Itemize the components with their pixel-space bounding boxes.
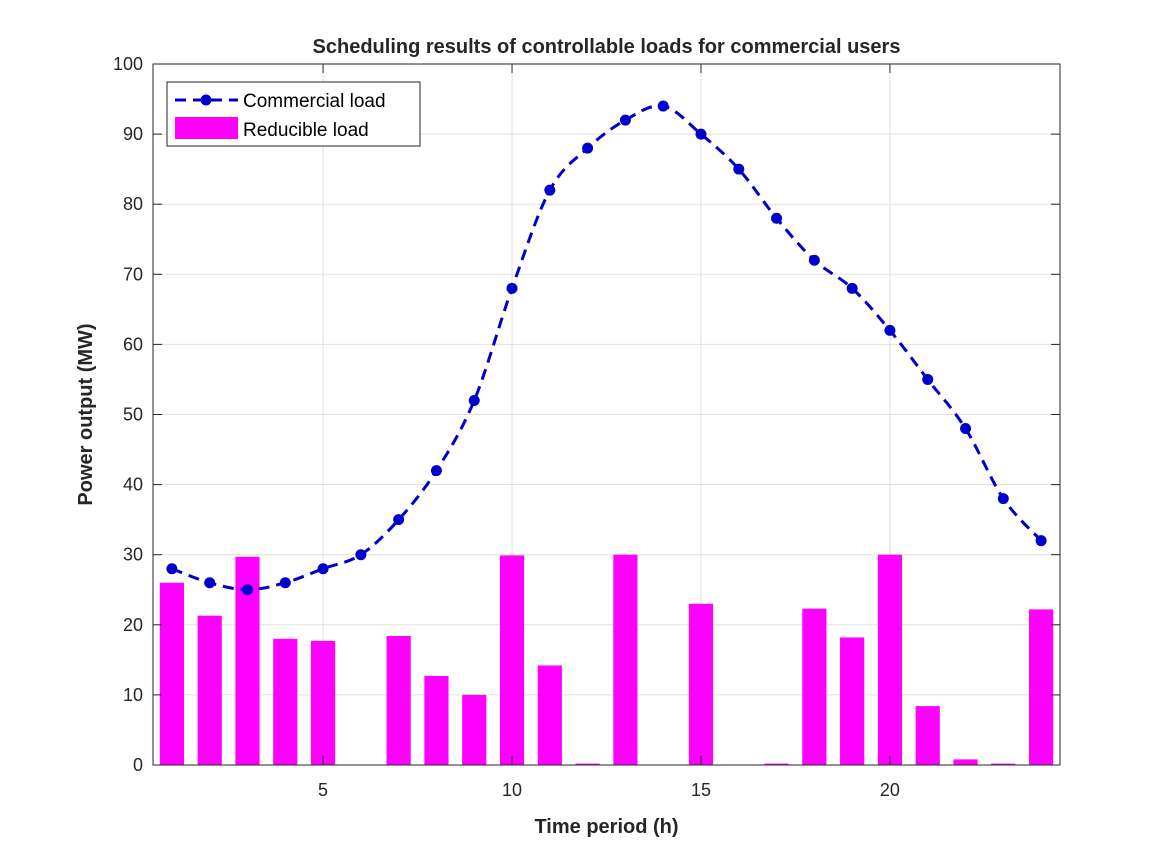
bar-reducible-load (953, 759, 978, 765)
bar-series-reducible-load (159, 554, 1054, 765)
marker-commercial-load (771, 212, 783, 224)
bar-reducible-load (877, 554, 903, 765)
marker-commercial-load (582, 142, 594, 154)
x-axis-tick-labels: 5 10 15 20 (318, 780, 900, 800)
chart-title: Scheduling results of controllable loads… (313, 36, 901, 58)
bar-reducible-load (613, 554, 638, 765)
marker-commercial-load (1035, 535, 1047, 547)
bar-reducible-load (1029, 609, 1054, 765)
legend-entry-commercial-load: Commercial load (243, 91, 386, 112)
bar-reducible-load (462, 694, 487, 765)
bar-reducible-load (537, 665, 562, 765)
marker-commercial-load (922, 373, 934, 385)
bar-reducible-load (764, 763, 789, 765)
marker-commercial-load (204, 577, 216, 589)
y-axis-tick-labels: 0 10 20 30 40 50 60 70 80 90 100 (113, 54, 143, 775)
marker-commercial-load (657, 100, 669, 112)
marker-commercial-load (884, 324, 896, 336)
x-tick-label: 15 (691, 780, 711, 800)
y-tick-label: 0 (133, 755, 143, 775)
bar-reducible-load (386, 636, 411, 765)
bar-reducible-load (499, 555, 525, 765)
y-tick-label: 40 (123, 475, 143, 495)
y-tick-label: 20 (123, 615, 143, 635)
marker-commercial-load (997, 493, 1009, 505)
marker-commercial-load (393, 514, 405, 526)
legend-bar-swatch (175, 117, 238, 139)
marker-commercial-load (355, 549, 367, 561)
bar-reducible-load (688, 603, 714, 765)
marker-commercial-load (733, 163, 745, 175)
y-tick-label: 80 (123, 194, 143, 214)
bar-reducible-load (575, 763, 600, 765)
bar-reducible-load (840, 637, 865, 765)
line-series-commercial-load (166, 100, 1047, 596)
marker-commercial-load (695, 128, 707, 140)
marker-commercial-load (619, 114, 631, 126)
bar-reducible-load (273, 638, 298, 765)
bar-reducible-load (424, 675, 449, 765)
marker-commercial-load (506, 282, 518, 294)
x-axis-label: Time period (h) (534, 816, 678, 838)
legend-marker-swatch (200, 94, 212, 106)
axis-ticks (153, 63, 1060, 766)
bar-reducible-load (915, 706, 940, 765)
x-tick-label: 10 (502, 780, 522, 800)
marker-commercial-load (808, 254, 820, 266)
marker-commercial-load (241, 584, 253, 596)
marker-commercial-load (544, 184, 556, 196)
y-tick-label: 60 (123, 334, 143, 354)
marker-commercial-load (317, 563, 329, 575)
bar-reducible-load (197, 615, 222, 765)
marker-commercial-load (846, 282, 858, 294)
y-tick-label: 50 (123, 405, 143, 425)
y-tick-label: 10 (123, 685, 143, 705)
bar-reducible-load (159, 582, 184, 765)
x-tick-label: 20 (880, 780, 900, 800)
grid-lines (153, 64, 1060, 765)
x-tick-label: 5 (318, 780, 328, 800)
legend: Commercial load Reducible load (166, 81, 421, 147)
bar-reducible-load (991, 763, 1016, 765)
bar-reducible-load (310, 640, 336, 765)
marker-commercial-load (279, 577, 291, 589)
y-axis-label: Power output (MW) (75, 323, 97, 505)
y-tick-label: 90 (123, 124, 143, 144)
marker-commercial-load (468, 394, 480, 406)
bar-reducible-load (802, 608, 827, 765)
y-tick-label: 70 (123, 264, 143, 284)
marker-commercial-load (430, 465, 442, 477)
y-tick-label: 30 (123, 545, 143, 565)
legend-entry-reducible-load: Reducible load (243, 120, 369, 141)
marker-commercial-load (960, 423, 972, 435)
marker-commercial-load (166, 563, 178, 575)
y-tick-label: 100 (113, 54, 143, 74)
